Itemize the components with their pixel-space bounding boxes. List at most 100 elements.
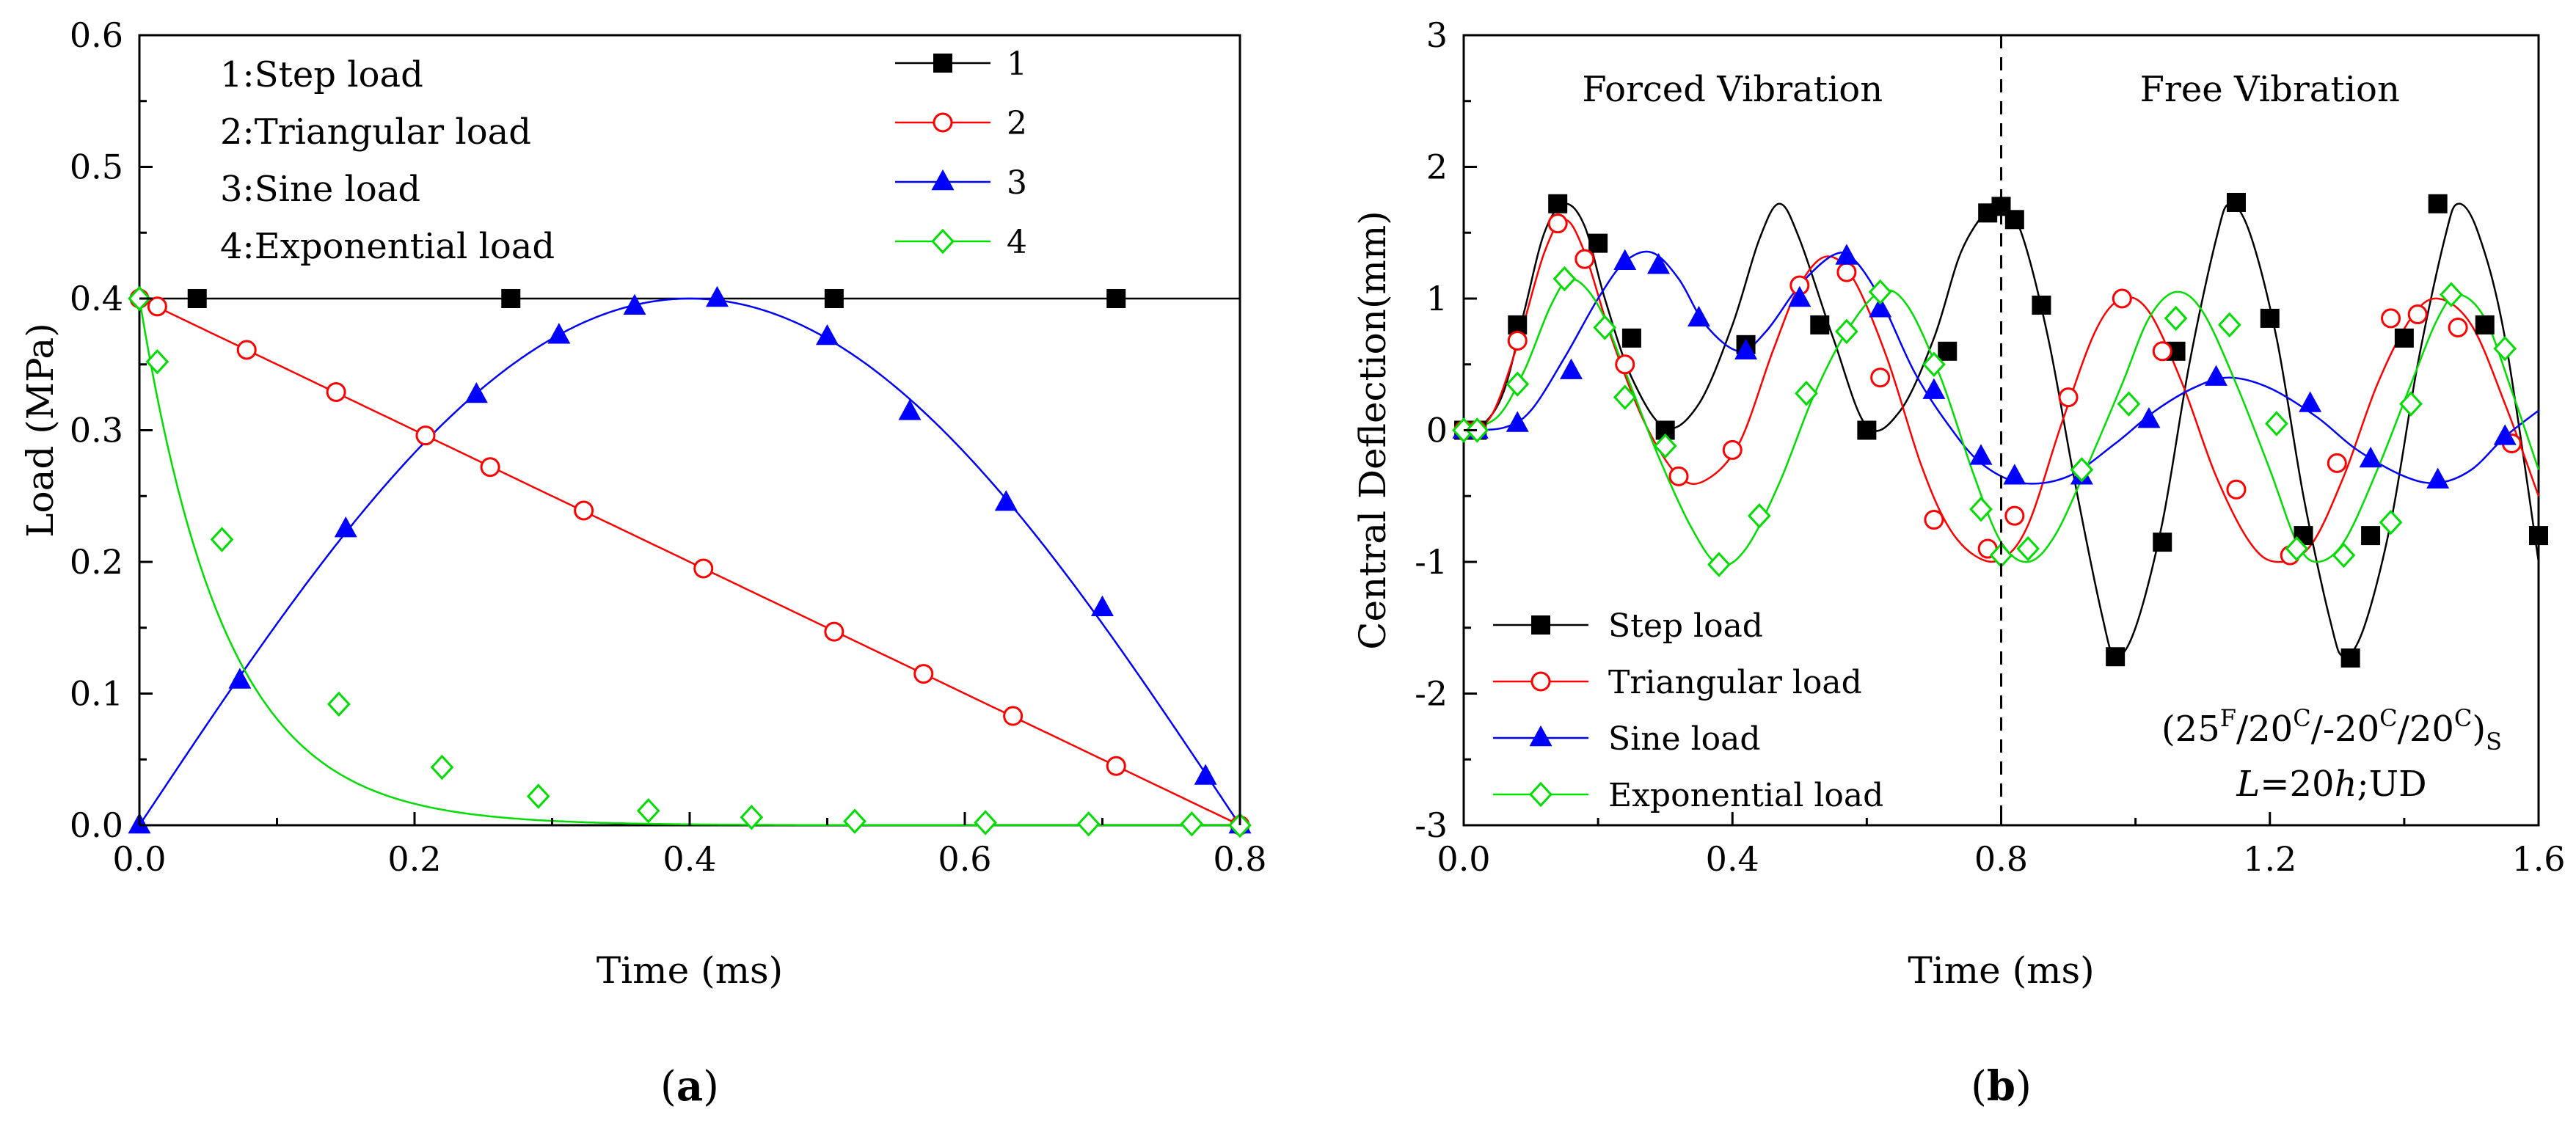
chart-a-legend-label-4: 4 xyxy=(1007,224,1027,261)
chart-a-legend-label-2: 2 xyxy=(1007,105,1027,142)
chart-b-ylabel: Central Deflection(mm) xyxy=(1351,211,1394,650)
chart-a-point-series-3 xyxy=(898,399,922,420)
chart-a-point-series-3 xyxy=(994,490,1018,511)
chart-a-point-series-4 xyxy=(430,754,454,780)
chart-a-legend-marker-2 xyxy=(933,112,953,133)
chart-a-point-series-1 xyxy=(824,289,844,308)
chart-b-point-series-triangular-load xyxy=(1924,510,1944,530)
chart-b-xlabel: Time (ms) xyxy=(1908,949,2094,992)
chart-b-point-series-triangular-load xyxy=(2381,308,2401,329)
chart-a-panel-label: (a) xyxy=(660,1062,719,1111)
chart-b-ytick-label: 3 xyxy=(1426,15,1448,55)
chart-b-point-series-exponential-load xyxy=(1552,266,1577,292)
chart-a-legend-marker-3 xyxy=(931,169,955,191)
chart-b-point-series-step-load xyxy=(2226,192,2246,212)
chart-a-ytick-label: 0.2 xyxy=(70,542,123,582)
chart-b-point-series-exponential-load xyxy=(1465,417,1489,443)
chart-b-point-series-exponential-load xyxy=(1868,279,1892,305)
chart-b-point-series-exponential-load xyxy=(2379,509,2403,535)
chart-b-point-series-step-load xyxy=(2475,315,2495,334)
chart-b-point-series-triangular-load xyxy=(1615,354,1635,375)
chart-b-legend-marker-triangular-load xyxy=(1530,671,1551,692)
chart-a-point-series-4 xyxy=(210,527,234,552)
chart-b-point-series-exponential-load xyxy=(1748,502,1771,529)
chart-a-point-series-1 xyxy=(187,289,207,308)
chart-a-point-series-2 xyxy=(415,425,436,446)
chart-a-point-series-4 xyxy=(974,810,997,836)
chart-b-point-series-sine-load xyxy=(1788,285,1811,307)
chart-a-point-series-4 xyxy=(327,691,351,717)
chart-b-point-series-triangular-load xyxy=(1575,249,1595,269)
chart-a-point-series-2 xyxy=(693,558,714,579)
chart-a-xtick-label: 0.2 xyxy=(387,839,441,879)
chart-b-legend-marker-exponential-load xyxy=(1529,781,1552,808)
chart-b-point-series-step-load xyxy=(2032,295,2051,315)
chart-b-layup-annotation: (25F/20C/-20C/20C)S xyxy=(2161,704,2502,756)
chart-a-series-line-3 xyxy=(138,297,1241,826)
chart-b-point-series-sine-load xyxy=(1560,358,1583,379)
chart-a-point-series-2 xyxy=(824,621,844,642)
chart-a-point-series-3 xyxy=(1194,764,1217,785)
chart-a: 0.0 0.2 0.4 0.6 0.8 0.0 0.1 0.2 0.3 0.4 0.5 0.6 Loa… xyxy=(19,15,1267,1111)
chart-b-point-series-exponential-load xyxy=(2399,391,2423,417)
chart-b-point-series-triangular-load xyxy=(1507,330,1528,351)
chart-b-point-series-step-load xyxy=(2340,648,2360,668)
chart-b-point-series-exponential-load xyxy=(2117,391,2141,417)
chart-b-ytick-label: 2 xyxy=(1426,147,1448,187)
chart-b-ytick-label: -2 xyxy=(1415,674,1448,714)
chart-b-point-series-triangular-load xyxy=(2004,505,2025,526)
chart-a-annotation-3: 3:Sine load xyxy=(220,169,420,210)
chart-a-point-series-3 xyxy=(623,293,646,315)
chart-a-ytick-label: 0.6 xyxy=(70,15,123,55)
chart-b-point-series-exponential-load xyxy=(2217,312,2241,338)
chart-b-point-series-sine-load xyxy=(2426,467,2450,489)
chart-b-point-series-triangular-load xyxy=(2112,288,2132,309)
chart-b-point-series-step-load xyxy=(2153,533,2172,552)
chart-a-point-series-2 xyxy=(236,340,257,360)
chart-a-point-series-4 xyxy=(145,348,169,375)
chart-a-point-series-3 xyxy=(334,516,357,538)
chart-a-point-series-2 xyxy=(913,664,934,684)
chart-b-point-series-exponential-load xyxy=(2285,535,2309,562)
chart-a-point-series-3 xyxy=(816,323,839,346)
chart-a-point-series-2 xyxy=(480,457,500,478)
chart-b-point-series-step-load xyxy=(1588,233,1608,253)
chart-b-point-series-sine-load xyxy=(1647,253,1671,274)
chart-b-point-series-exponential-load xyxy=(2016,535,2040,562)
chart-a-point-series-3 xyxy=(228,668,252,689)
chart-a-ytick-label: 0.1 xyxy=(70,674,123,714)
chart-a-point-series-2 xyxy=(1003,706,1024,726)
chart-a-xlabel: Time (ms) xyxy=(596,949,783,992)
chart-a-point-series-1 xyxy=(501,289,521,308)
chart-b-point-series-triangular-load xyxy=(2448,317,2468,337)
chart-b: 0.0 0.4 0.8 1.2 1.6 -3 -2 -1 0 1 2 3 Forced Vibrati… xyxy=(1351,15,2566,1111)
chart-b-point-series-exponential-load xyxy=(2265,411,2288,436)
chart-b-point-series-sine-load xyxy=(1835,244,1858,265)
chart-a-annotation-1: 1:Step load xyxy=(220,54,423,95)
chart-b-point-series-exponential-load xyxy=(1835,318,1858,345)
chart-a-point-series-2 xyxy=(326,381,346,402)
chart-a-xtick-label: 0.8 xyxy=(1213,839,1266,879)
chart-a-xtick-label: 0.6 xyxy=(938,839,991,879)
chart-b-point-series-step-load xyxy=(2529,526,2548,546)
chart-b-legend-label-step-load: Step load xyxy=(1608,607,1763,645)
chart-b-ytick-label: -1 xyxy=(1415,542,1448,582)
chart-a-point-series-2 xyxy=(147,296,167,317)
chart-a-point-series-3 xyxy=(547,323,571,344)
chart-a-ytick-label: 0.3 xyxy=(70,411,123,450)
chart-b-point-series-exponential-load xyxy=(1922,351,1946,377)
chart-b-point-series-triangular-load xyxy=(2226,479,2247,500)
chart-b-length-annotation: L=20h;UD xyxy=(2236,764,2426,805)
chart-b-point-series-step-load xyxy=(1857,420,1877,440)
chart-b-legend-marker-step-load xyxy=(1531,615,1550,635)
chart-b-point-series-exponential-load xyxy=(1593,315,1617,340)
chart-b-point-series-triangular-load xyxy=(1722,439,1743,460)
chart-a-ytick-label: 0.5 xyxy=(70,147,123,187)
chart-a-ytick-label: 0.0 xyxy=(70,805,123,845)
chart-b-point-series-step-load xyxy=(2260,308,2280,328)
chart-b-xtick-label: 0.8 xyxy=(1974,839,2028,879)
chart-a-point-series-1 xyxy=(1106,289,1126,308)
chart-b-point-series-sine-load xyxy=(1922,378,1946,399)
chart-a-legend-label-1: 1 xyxy=(1007,45,1027,83)
